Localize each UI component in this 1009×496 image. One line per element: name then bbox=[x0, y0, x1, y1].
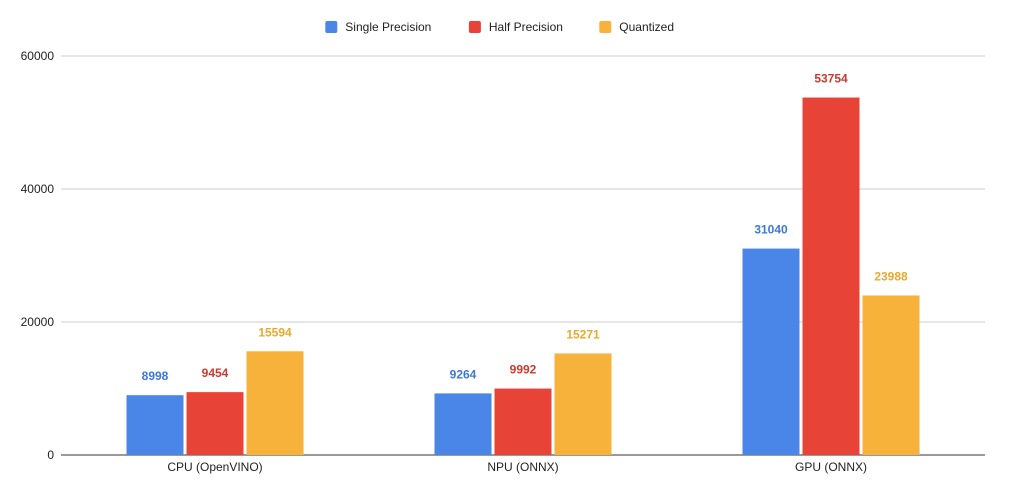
data-label: 53754 bbox=[814, 72, 848, 86]
data-label: 23988 bbox=[874, 269, 908, 283]
legend: Single Precision Half Precision Quantized bbox=[325, 20, 674, 34]
legend-item: Half Precision bbox=[468, 20, 563, 34]
bar-quantized bbox=[246, 351, 304, 455]
legend-item: Single Precision bbox=[325, 20, 431, 34]
legend-label: Quantized bbox=[619, 20, 674, 34]
legend-swatch bbox=[468, 21, 481, 33]
data-label: 15594 bbox=[258, 325, 292, 339]
x-tick-label: NPU (ONNX) bbox=[487, 460, 558, 474]
data-label: 15271 bbox=[566, 327, 600, 341]
x-tick-label: GPU (ONNX) bbox=[795, 460, 867, 474]
data-label: 9992 bbox=[510, 363, 537, 377]
bar-single-precision bbox=[434, 393, 492, 455]
data-label: 31040 bbox=[754, 223, 788, 237]
legend-swatch bbox=[599, 21, 612, 33]
bar-quantized bbox=[554, 353, 612, 455]
legend-swatch bbox=[325, 21, 338, 33]
bar-single-precision bbox=[126, 395, 184, 455]
x-tick-label: CPU (OpenVINO) bbox=[167, 460, 262, 474]
data-label: 9264 bbox=[450, 367, 477, 381]
x-axis: CPU (OpenVINO) NPU (ONNX) GPU (ONNX) bbox=[167, 460, 867, 474]
bar-half-precision bbox=[802, 97, 860, 456]
bars bbox=[126, 97, 920, 456]
y-tick-label: 20000 bbox=[21, 315, 55, 329]
bar-half-precision bbox=[494, 388, 552, 455]
legend-label: Single Precision bbox=[345, 20, 431, 34]
legend-item: Quantized bbox=[599, 20, 674, 34]
bar-quantized bbox=[862, 295, 920, 455]
bar-single-precision bbox=[742, 248, 800, 455]
y-tick-label: 60000 bbox=[21, 49, 55, 63]
data-label: 8998 bbox=[142, 369, 169, 383]
y-tick-label: 40000 bbox=[21, 182, 55, 196]
data-labels: 8998 9454 15594 9264 9992 15271 31040 53754 2398… bbox=[142, 72, 908, 384]
data-label: 9454 bbox=[202, 366, 229, 380]
bar-half-precision bbox=[186, 392, 244, 455]
y-tick-label: 0 bbox=[47, 448, 54, 462]
legend-label: Half Precision bbox=[489, 20, 563, 34]
